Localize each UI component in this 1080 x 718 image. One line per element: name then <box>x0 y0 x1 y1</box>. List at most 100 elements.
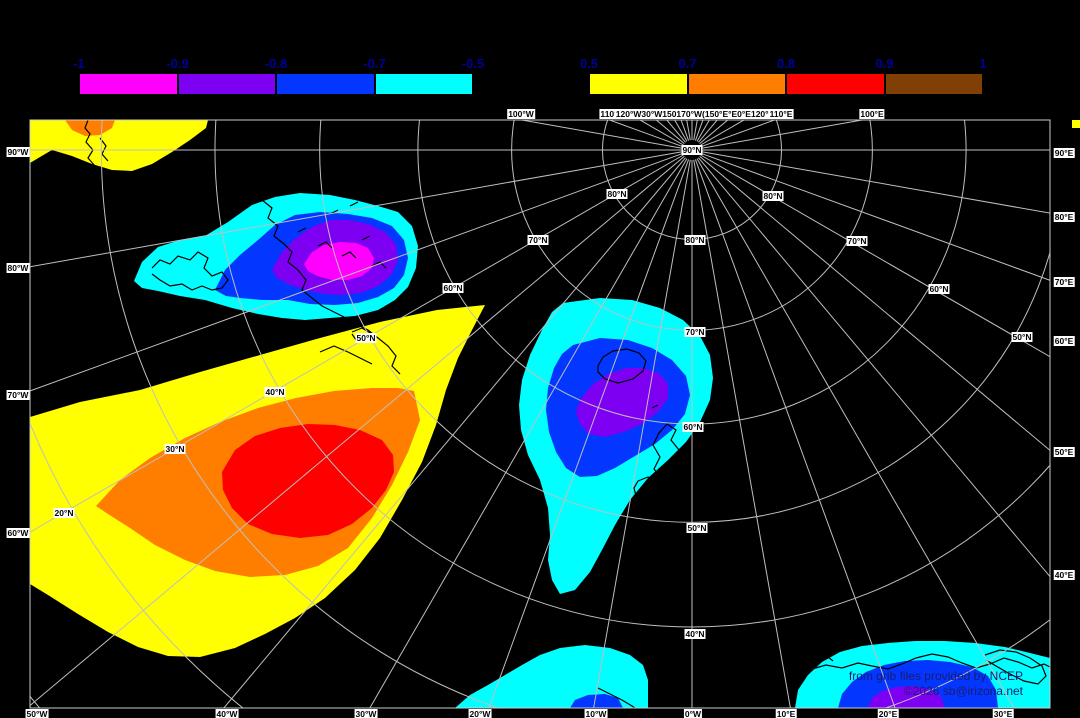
longitude-label-chip: 30°W <box>354 709 378 718</box>
colorbar-tick-label: -1 <box>73 56 85 71</box>
longitude-label-chip: 10°W <box>584 709 608 718</box>
latitude-label-chip: 70°N <box>527 235 549 245</box>
colorbar-tick-label: 0.9 <box>875 56 894 71</box>
longitude-label-chip: 60°W <box>6 528 30 538</box>
meridian <box>488 159 690 708</box>
meridian <box>700 154 1050 358</box>
coastline <box>633 476 658 500</box>
coastline <box>84 120 96 173</box>
map-frame <box>29 119 1051 709</box>
meridian <box>699 156 1050 452</box>
latitude-label-chip: 80°N <box>684 235 706 245</box>
latitude-label-chip: 60°N <box>682 422 704 432</box>
latitude-label-chip: 80°N <box>606 189 628 199</box>
colorbar-tick-label: -0.8 <box>264 56 288 71</box>
longitude-label-chip: 10°E <box>775 709 797 718</box>
colorbar-segment <box>884 73 983 95</box>
coastline <box>652 423 692 500</box>
colorbar-segment <box>374 73 473 95</box>
contour-patch-canada-magenta <box>304 242 374 280</box>
colorbar-tick-label: 0.8 <box>776 56 796 71</box>
meridian <box>694 159 896 708</box>
coastlines <box>84 120 1050 708</box>
latitude-label-chip: 70°N <box>684 327 706 337</box>
meridian <box>593 159 691 708</box>
meridian <box>686 120 691 141</box>
latitude-label-chip: 50°N <box>1011 332 1033 342</box>
meridian <box>698 120 718 143</box>
longitude-label-chip: 50°W <box>25 709 49 718</box>
coastline <box>797 653 1050 674</box>
colorbar-tick-label: -0.7 <box>363 56 386 71</box>
coastline <box>371 261 387 269</box>
longitude-label-chip: 70°W <box>6 390 30 400</box>
contour-patch-mediterranean-purple <box>868 686 945 708</box>
colorbar-segment <box>177 73 276 95</box>
latitude-label-chip: 60°N <box>928 284 950 294</box>
longitude-label-chip: 110°E <box>768 109 794 119</box>
coastline <box>597 348 647 384</box>
contour-patches <box>30 120 1050 708</box>
longitude-label-chip: 50°E <box>1053 447 1075 457</box>
contour-patch-bottom-center-cyan <box>455 645 648 708</box>
longitude-label-chip: 40°E <box>1053 570 1075 580</box>
colorbar-tick-label: 1 <box>979 56 987 71</box>
colorbar-segment <box>589 73 688 95</box>
latitude-label-chip: 90°N <box>681 145 703 155</box>
longitude-label-chip: 90°W <box>6 147 30 157</box>
latitude-label-chip: 50°N <box>355 333 377 343</box>
meridian <box>30 152 683 392</box>
latitude-label-chip: 80°N <box>762 191 784 201</box>
longitude-label-chip: 80°E <box>1053 212 1075 222</box>
longitude-label-chip: 20°E <box>877 709 899 718</box>
latitude-label-chip: 40°N <box>684 629 706 639</box>
meridian <box>701 152 1050 281</box>
credit: from grib files provided by NCEP ©2026 s… <box>849 669 1023 698</box>
coastline <box>821 656 834 662</box>
credit-source: from grib files provided by NCEP <box>848 669 1023 683</box>
coastline <box>403 295 413 301</box>
longitude-label-chip: 90°E <box>1053 148 1075 158</box>
longitude-label-chip: 60°E <box>1053 336 1075 346</box>
coastline <box>151 251 229 291</box>
meridian <box>30 156 685 707</box>
longitude-label-chip: 110°W <box>599 109 627 119</box>
coastline <box>984 649 1047 685</box>
coastline <box>597 687 637 708</box>
meridian <box>696 158 1015 708</box>
contour-patch-topleft-yellow <box>30 120 208 171</box>
coastline <box>361 235 371 241</box>
colorbar-tick-label: -0.5 <box>461 56 485 71</box>
credit-copyright: ©2026 sb@irizona.net <box>903 683 1023 698</box>
colorbar-tick-label: -0.9 <box>166 56 189 71</box>
latitude-label-chip: 20°N <box>53 508 75 518</box>
coastline <box>319 345 373 365</box>
corner-artifact <box>1072 120 1080 128</box>
latitude-label-chip: 50°N <box>686 523 708 533</box>
longitude-label-chip: 80°W <box>6 263 30 273</box>
contour-patch-subtropical-red <box>222 424 394 538</box>
contour-patch-bottom-center-blue <box>570 694 623 708</box>
latitude-label-chip: 40°N <box>264 387 286 397</box>
meridian <box>693 159 791 708</box>
longitude-label-chip: 0°W <box>683 709 703 718</box>
latitude-label-chip: 60°N <box>442 283 464 293</box>
longitude-label-chip: 70°E <box>1053 277 1075 287</box>
longitude-label-chip: 30°E <box>992 709 1014 718</box>
longitude-label-chip: 120°W30°W150170°W(150°E°E0°E120°E <box>614 109 776 119</box>
meridian <box>693 120 698 141</box>
meridian <box>700 120 745 146</box>
colorbar-segment <box>79 73 178 95</box>
contour-patch-topleft-orange <box>65 120 115 136</box>
latitude-label-chip: 70°N <box>846 236 868 246</box>
longitude-label-chip: 20°W <box>468 709 492 718</box>
colorbar-segment <box>276 73 375 95</box>
coastline <box>341 251 357 259</box>
meridian <box>699 120 729 144</box>
coastline <box>317 241 333 249</box>
coastline <box>297 227 307 233</box>
meridian <box>223 157 686 708</box>
